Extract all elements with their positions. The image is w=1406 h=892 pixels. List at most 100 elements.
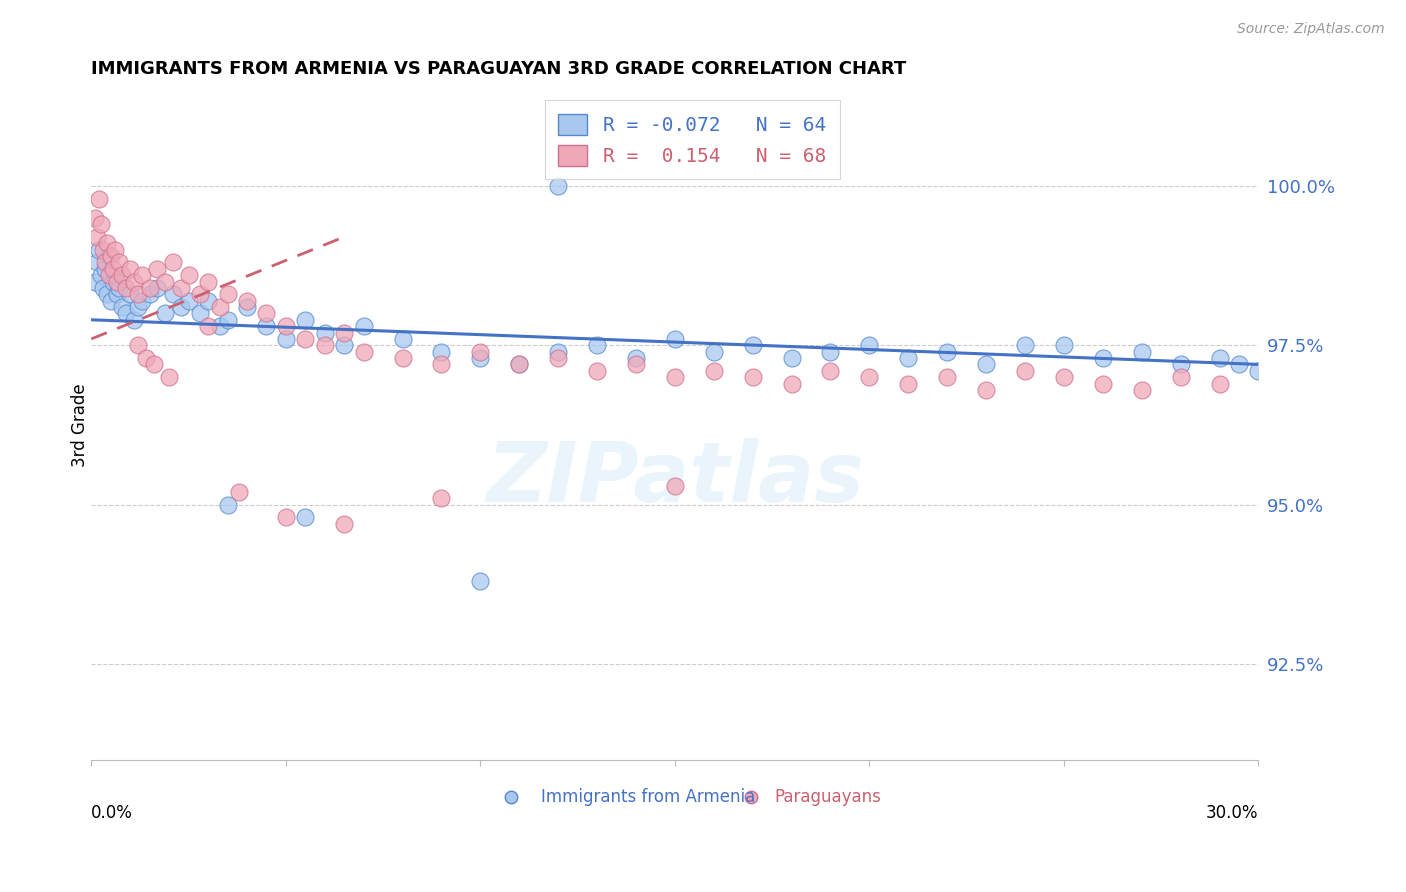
Point: [101, 261, 124, 276]
Point: [391, 351, 413, 365]
Point: [624, 351, 647, 365]
Point: [1091, 376, 1114, 391]
Point: [333, 338, 356, 352]
Point: [1053, 370, 1076, 384]
Point: [508, 358, 530, 372]
Point: [236, 293, 259, 308]
Point: [170, 281, 193, 295]
Point: [96, 236, 118, 251]
Point: [131, 268, 153, 282]
Point: [197, 319, 219, 334]
Point: [858, 338, 880, 352]
Point: [741, 338, 763, 352]
Point: [127, 287, 149, 301]
Point: [162, 255, 184, 269]
Point: [120, 261, 142, 276]
Text: Immigrants from Armenia: Immigrants from Armenia: [541, 788, 755, 805]
Point: [470, 574, 492, 589]
Point: [294, 313, 316, 327]
Point: [703, 364, 725, 378]
Point: [974, 358, 997, 372]
Point: [228, 484, 250, 499]
Point: [897, 376, 920, 391]
Point: [470, 344, 492, 359]
Point: [974, 383, 997, 397]
Point: [127, 338, 149, 352]
Point: [197, 275, 219, 289]
Point: [1208, 376, 1230, 391]
Point: [1053, 338, 1076, 352]
Point: [146, 261, 169, 276]
Text: ZIPatlas: ZIPatlas: [486, 438, 863, 519]
Y-axis label: 3rd Grade: 3rd Grade: [72, 384, 89, 467]
Point: [936, 370, 959, 384]
Point: [111, 268, 134, 282]
Point: [138, 287, 160, 301]
Point: [84, 275, 107, 289]
Point: [104, 268, 127, 282]
Point: [547, 344, 569, 359]
Point: [254, 319, 277, 334]
Point: [177, 268, 200, 282]
Point: [1227, 358, 1250, 372]
Point: [391, 332, 413, 346]
Point: [100, 293, 122, 308]
Point: [89, 192, 111, 206]
Point: [138, 281, 160, 295]
Point: [157, 370, 180, 384]
Point: [314, 326, 336, 340]
Point: [780, 351, 803, 365]
Point: [197, 293, 219, 308]
Point: [430, 491, 453, 506]
Point: [208, 300, 231, 314]
Point: [1170, 370, 1192, 384]
Point: [236, 300, 259, 314]
Point: [115, 306, 138, 320]
Point: [1247, 364, 1270, 378]
Text: Source: ZipAtlas.com: Source: ZipAtlas.com: [1237, 22, 1385, 37]
Point: [97, 249, 120, 263]
Point: [127, 300, 149, 314]
Point: [90, 217, 112, 231]
Legend: R = -0.072   N = 64, R =  0.154   N = 68: R = -0.072 N = 64, R = 0.154 N = 68: [544, 100, 839, 179]
Text: 0.0%: 0.0%: [91, 805, 134, 822]
Point: [820, 364, 842, 378]
Point: [86, 255, 108, 269]
Point: [741, 370, 763, 384]
Point: [1130, 383, 1153, 397]
Point: [170, 300, 193, 314]
Point: [586, 338, 609, 352]
Point: [274, 332, 297, 346]
Point: [89, 243, 111, 257]
Point: [1014, 338, 1036, 352]
Point: [508, 358, 530, 372]
Point: [155, 306, 177, 320]
Point: [104, 243, 127, 257]
Point: [1014, 364, 1036, 378]
Point: [188, 287, 211, 301]
Point: [142, 358, 165, 372]
Point: [547, 351, 569, 365]
Point: [120, 287, 142, 301]
Point: [122, 275, 145, 289]
Point: [188, 306, 211, 320]
Point: [100, 249, 122, 263]
Point: [624, 358, 647, 372]
Point: [430, 358, 453, 372]
Point: [217, 498, 239, 512]
Point: [897, 351, 920, 365]
Point: [96, 287, 118, 301]
Point: [274, 319, 297, 334]
Point: [470, 351, 492, 365]
Point: [135, 351, 157, 365]
Point: [91, 281, 114, 295]
Point: [208, 319, 231, 334]
Point: [111, 300, 134, 314]
Point: [94, 255, 117, 269]
Point: [105, 287, 128, 301]
Point: [107, 255, 129, 269]
Point: [586, 364, 609, 378]
Point: [105, 275, 128, 289]
Point: [146, 281, 169, 295]
Point: [820, 344, 842, 359]
